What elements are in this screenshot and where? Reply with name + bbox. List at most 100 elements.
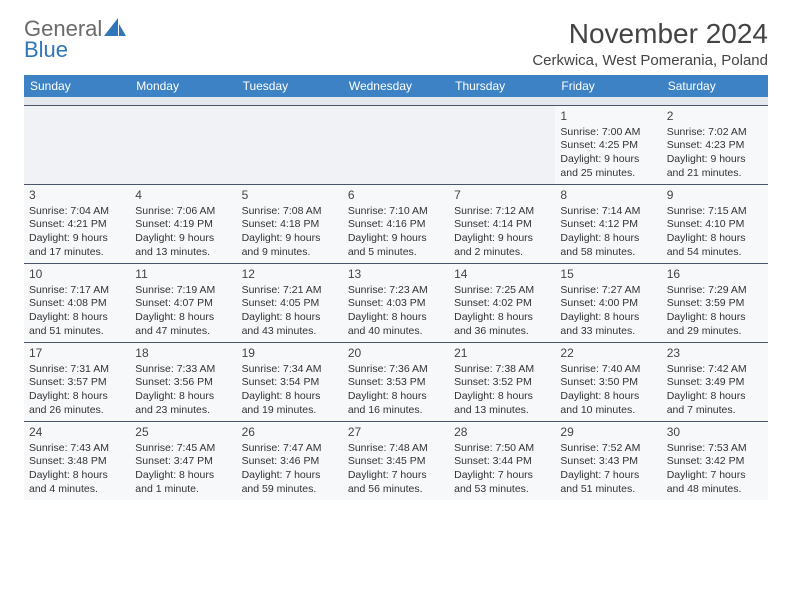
sunrise-text: Sunrise: 7:14 AM [560, 205, 656, 219]
weekday-tuesday: Tuesday [237, 75, 343, 97]
day-cell: 3Sunrise: 7:04 AMSunset: 4:21 PMDaylight… [24, 185, 130, 263]
day-number: 11 [135, 267, 231, 283]
day-cell: 26Sunrise: 7:47 AMSunset: 3:46 PMDayligh… [237, 422, 343, 500]
day-cell [237, 106, 343, 184]
day-cell: 20Sunrise: 7:36 AMSunset: 3:53 PMDayligh… [343, 343, 449, 421]
daylight-text: Daylight: 8 hours and 36 minutes. [454, 311, 550, 338]
day-number: 5 [242, 188, 338, 204]
day-cell: 23Sunrise: 7:42 AMSunset: 3:49 PMDayligh… [662, 343, 768, 421]
title-block: November 2024 Cerkwica, West Pomerania, … [532, 18, 768, 69]
sunset-text: Sunset: 3:53 PM [348, 376, 444, 390]
daylight-text: Daylight: 8 hours and 51 minutes. [29, 311, 125, 338]
sunset-text: Sunset: 3:48 PM [29, 455, 125, 469]
sunrise-text: Sunrise: 7:33 AM [135, 363, 231, 377]
sunrise-text: Sunrise: 7:27 AM [560, 284, 656, 298]
daylight-text: Daylight: 8 hours and 4 minutes. [29, 469, 125, 496]
logo-sail-icon [104, 18, 126, 36]
daylight-text: Daylight: 8 hours and 23 minutes. [135, 390, 231, 417]
day-cell: 19Sunrise: 7:34 AMSunset: 3:54 PMDayligh… [237, 343, 343, 421]
daylight-text: Daylight: 8 hours and 19 minutes. [242, 390, 338, 417]
daylight-text: Daylight: 7 hours and 53 minutes. [454, 469, 550, 496]
sunset-text: Sunset: 4:18 PM [242, 218, 338, 232]
sunrise-text: Sunrise: 7:47 AM [242, 442, 338, 456]
day-number: 23 [667, 346, 763, 362]
daylight-text: Daylight: 7 hours and 59 minutes. [242, 469, 338, 496]
sunset-text: Sunset: 3:44 PM [454, 455, 550, 469]
daylight-text: Daylight: 9 hours and 2 minutes. [454, 232, 550, 259]
sunrise-text: Sunrise: 7:45 AM [135, 442, 231, 456]
sunrise-text: Sunrise: 7:08 AM [242, 205, 338, 219]
sunset-text: Sunset: 3:45 PM [348, 455, 444, 469]
sunset-text: Sunset: 3:46 PM [242, 455, 338, 469]
day-cell [449, 106, 555, 184]
day-number: 25 [135, 425, 231, 441]
sunset-text: Sunset: 4:05 PM [242, 297, 338, 311]
day-cell [130, 106, 236, 184]
sunrise-text: Sunrise: 7:02 AM [667, 126, 763, 140]
sunrise-text: Sunrise: 7:48 AM [348, 442, 444, 456]
day-cell: 10Sunrise: 7:17 AMSunset: 4:08 PMDayligh… [24, 264, 130, 342]
day-number: 15 [560, 267, 656, 283]
sunset-text: Sunset: 4:03 PM [348, 297, 444, 311]
daylight-text: Daylight: 8 hours and 10 minutes. [560, 390, 656, 417]
sunrise-text: Sunrise: 7:00 AM [560, 126, 656, 140]
day-cell: 28Sunrise: 7:50 AMSunset: 3:44 PMDayligh… [449, 422, 555, 500]
daylight-text: Daylight: 8 hours and 40 minutes. [348, 311, 444, 338]
sunrise-text: Sunrise: 7:43 AM [29, 442, 125, 456]
sunrise-text: Sunrise: 7:50 AM [454, 442, 550, 456]
daylight-text: Daylight: 8 hours and 29 minutes. [667, 311, 763, 338]
sunset-text: Sunset: 4:16 PM [348, 218, 444, 232]
day-number: 19 [242, 346, 338, 362]
day-number: 16 [667, 267, 763, 283]
daylight-text: Daylight: 7 hours and 56 minutes. [348, 469, 444, 496]
weekday-saturday: Saturday [662, 75, 768, 97]
logo-text-2: Blue [24, 40, 126, 61]
daylight-text: Daylight: 8 hours and 54 minutes. [667, 232, 763, 259]
weekday-thursday: Thursday [449, 75, 555, 97]
spacer-row [24, 97, 768, 105]
day-number: 14 [454, 267, 550, 283]
daylight-text: Daylight: 8 hours and 7 minutes. [667, 390, 763, 417]
day-cell: 12Sunrise: 7:21 AMSunset: 4:05 PMDayligh… [237, 264, 343, 342]
day-number: 30 [667, 425, 763, 441]
day-cell: 14Sunrise: 7:25 AMSunset: 4:02 PMDayligh… [449, 264, 555, 342]
daylight-text: Daylight: 8 hours and 1 minute. [135, 469, 231, 496]
day-number: 24 [29, 425, 125, 441]
daylight-text: Daylight: 9 hours and 17 minutes. [29, 232, 125, 259]
sunset-text: Sunset: 4:07 PM [135, 297, 231, 311]
sunset-text: Sunset: 4:10 PM [667, 218, 763, 232]
sunset-text: Sunset: 4:25 PM [560, 139, 656, 153]
sunset-text: Sunset: 4:21 PM [29, 218, 125, 232]
sunrise-text: Sunrise: 7:38 AM [454, 363, 550, 377]
sunrise-text: Sunrise: 7:04 AM [29, 205, 125, 219]
sunset-text: Sunset: 4:08 PM [29, 297, 125, 311]
day-cell: 1Sunrise: 7:00 AMSunset: 4:25 PMDaylight… [555, 106, 661, 184]
sunrise-text: Sunrise: 7:10 AM [348, 205, 444, 219]
day-number: 28 [454, 425, 550, 441]
sunrise-text: Sunrise: 7:15 AM [667, 205, 763, 219]
day-number: 8 [560, 188, 656, 204]
daylight-text: Daylight: 9 hours and 25 minutes. [560, 153, 656, 180]
day-cell: 29Sunrise: 7:52 AMSunset: 3:43 PMDayligh… [555, 422, 661, 500]
day-cell: 22Sunrise: 7:40 AMSunset: 3:50 PMDayligh… [555, 343, 661, 421]
sunrise-text: Sunrise: 7:53 AM [667, 442, 763, 456]
sunset-text: Sunset: 3:59 PM [667, 297, 763, 311]
day-cell: 6Sunrise: 7:10 AMSunset: 4:16 PMDaylight… [343, 185, 449, 263]
daylight-text: Daylight: 7 hours and 51 minutes. [560, 469, 656, 496]
sunset-text: Sunset: 4:19 PM [135, 218, 231, 232]
day-cell: 27Sunrise: 7:48 AMSunset: 3:45 PMDayligh… [343, 422, 449, 500]
header: General Blue November 2024 Cerkwica, Wes… [24, 18, 768, 69]
week-row: 17Sunrise: 7:31 AMSunset: 3:57 PMDayligh… [24, 342, 768, 421]
day-cell: 13Sunrise: 7:23 AMSunset: 4:03 PMDayligh… [343, 264, 449, 342]
sunset-text: Sunset: 3:49 PM [667, 376, 763, 390]
sunrise-text: Sunrise: 7:21 AM [242, 284, 338, 298]
weekday-friday: Friday [555, 75, 661, 97]
week-row: 1Sunrise: 7:00 AMSunset: 4:25 PMDaylight… [24, 105, 768, 184]
day-cell: 2Sunrise: 7:02 AMSunset: 4:23 PMDaylight… [662, 106, 768, 184]
sunrise-text: Sunrise: 7:17 AM [29, 284, 125, 298]
sunset-text: Sunset: 4:14 PM [454, 218, 550, 232]
day-number: 20 [348, 346, 444, 362]
day-number: 6 [348, 188, 444, 204]
daylight-text: Daylight: 8 hours and 47 minutes. [135, 311, 231, 338]
daylight-text: Daylight: 9 hours and 9 minutes. [242, 232, 338, 259]
